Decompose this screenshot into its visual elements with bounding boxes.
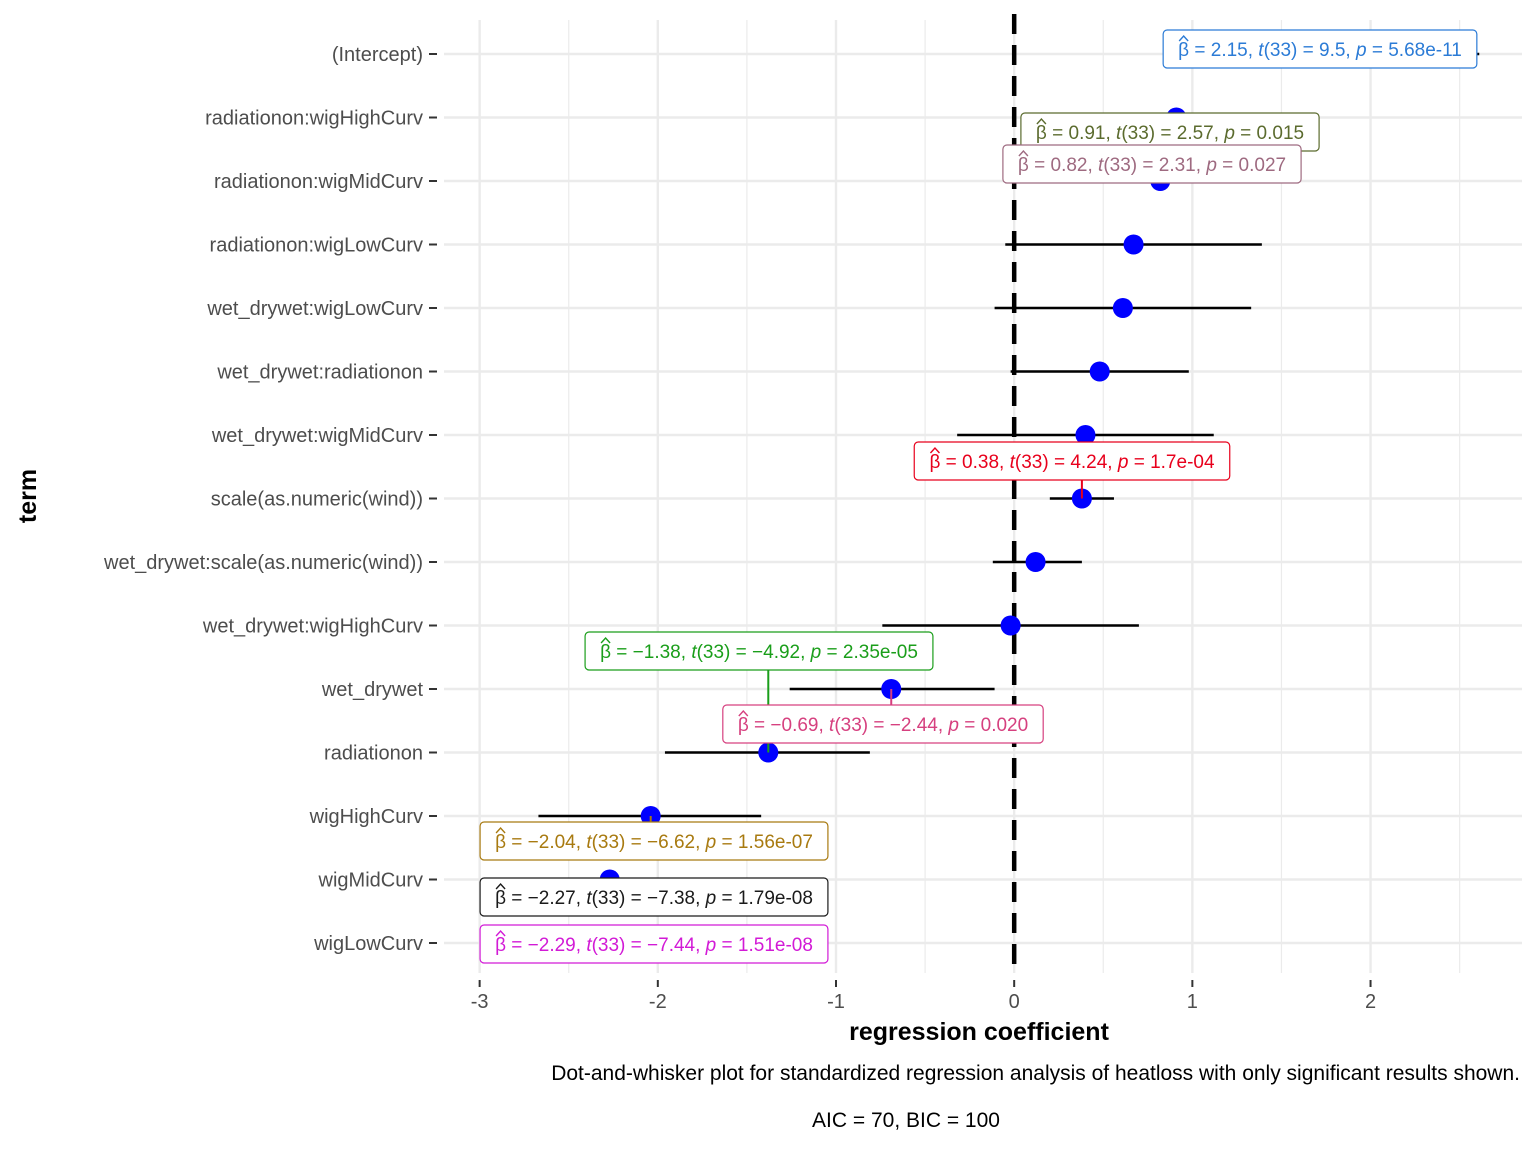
label-box-wiglowcurv: [479, 924, 829, 964]
label-text-wighighcurv: β = −2.04, t(33) = −6.62, p = 1.56e-07: [495, 832, 813, 853]
y-tick-label-wigmidcurv: wigMidCurv: [318, 870, 423, 892]
x-tick-label: 2: [1365, 991, 1376, 1013]
label-wet-drywet: β = −0.69, t(33) = −2.44, p = 0.020: [722, 704, 1044, 744]
label-radiationon-wigmidcurv: β = 0.82, t(33) = 2.31, p = 0.027: [1002, 144, 1302, 184]
label-text-intercept: β = 2.15, t(33) = 9.5, p = 5.68e-11: [1178, 40, 1462, 61]
y-tick-label-wiglowcurv: wigLowCurv: [313, 933, 423, 955]
x-tick-label: 1: [1187, 991, 1198, 1013]
y-tick-label-radiationon-wiglowcurv: radiationon:wigLowCurv: [210, 235, 423, 257]
beta-hat-radiationon: [600, 636, 611, 644]
y-tick-label-wet-drywet: wet_drywet: [321, 679, 424, 701]
axis-layer: (Intercept) radiationon:wigHighCurv radiat…: [103, 44, 1376, 1013]
label-layer: β = 2.15, t(33) = 9.5, p = 5.68e-11 β = 0…: [479, 29, 1478, 964]
point-wet-drywet-scale-as-numeric-wind: [1025, 552, 1046, 572]
y-tick-label-wet-drywet-wighighcurv: wet_drywet:wigHighCurv: [202, 616, 423, 638]
x-tick-label: -2: [649, 991, 667, 1013]
beta-hat-scale-as-numeric-wind: [929, 446, 940, 454]
label-wighighcurv: β = −2.04, t(33) = −6.62, p = 1.56e-07: [479, 821, 829, 861]
label-text-wet-drywet: β = −0.69, t(33) = −2.44, p = 0.020: [738, 715, 1028, 736]
y-tick-label-wet-drywet-wigmidcurv: wet_drywet:wigMidCurv: [211, 425, 423, 447]
label-text-radiationon-wighighcurv: β = 0.91, t(33) = 2.57, p = 0.015: [1036, 123, 1304, 144]
y-tick-label-radiationon: radiationon: [324, 743, 423, 765]
grid-layer: [444, 20, 1522, 973]
point-wet-drywet-radiationon: [1089, 361, 1110, 382]
point-wet-drywet-wiglowcurv: [1112, 298, 1133, 318]
y-axis-title: term: [14, 469, 42, 523]
label-text-scale-as-numeric-wind: β = 0.38, t(33) = 4.24, p = 1.7e-04: [929, 452, 1215, 473]
point-wet-drywet-wigmidcurv: [1075, 425, 1096, 445]
x-axis-title: regression coefficient: [849, 1018, 1109, 1046]
beta-hat-wiglowcurv: [495, 929, 506, 937]
point-radiationon-wiglowcurv: [1123, 234, 1144, 255]
label-text-radiationon-wigmidcurv: β = 0.82, t(33) = 2.31, p = 0.027: [1018, 155, 1286, 176]
beta-hat-wet-drywet: [738, 709, 749, 717]
y-tick-label-wet-drywet-radiationon: wet_drywet:radiationon: [216, 362, 423, 384]
label-wiglowcurv: β = −2.29, t(33) = −7.44, p = 1.51e-08: [479, 924, 829, 964]
x-tick-label: -1: [827, 991, 845, 1013]
label-scale-as-numeric-wind: β = 0.38, t(33) = 4.24, p = 1.7e-04: [913, 441, 1231, 481]
label-intercept: β = 2.15, t(33) = 9.5, p = 5.68e-11: [1162, 29, 1478, 69]
caption-line-1: Dot-and-whisker plot for standardized re…: [551, 1062, 1520, 1085]
point-wet-drywet-wighighcurv: [1000, 615, 1021, 636]
label-box-radiationon-wigmidcurv: [1002, 144, 1302, 184]
label-box-intercept: [1162, 29, 1478, 69]
beta-hat-wigmidcurv: [495, 882, 506, 890]
y-tick-label-radiationon-wigmidcurv: radiationon:wigMidCurv: [214, 171, 423, 193]
label-text-wiglowcurv: β = −2.29, t(33) = −7.44, p = 1.51e-08: [495, 935, 813, 956]
beta-hat-radiationon-wighighcurv: [1036, 117, 1047, 125]
y-tick-label-radiationon-wighighcurv: radiationon:wigHighCurv: [205, 108, 423, 130]
label-text-wigmidcurv: β = −2.27, t(33) = −7.38, p = 1.79e-08: [495, 888, 813, 909]
label-box-scale-as-numeric-wind: [913, 441, 1231, 481]
label-box-wet-drywet: [722, 704, 1044, 744]
label-wigmidcurv: β = −2.27, t(33) = −7.38, p = 1.79e-08: [479, 877, 829, 917]
y-tick-label-wet-drywet-wiglowcurv: wet_drywet:wigLowCurv: [206, 298, 423, 320]
y-tick-label-wet-drywet-scale-as-numeric-wind: wet_drywet:scale(as.numeric(wind)): [103, 552, 423, 574]
y-tick-label-wighighcurv: wigHighCurv: [309, 806, 423, 828]
beta-hat-intercept: [1178, 34, 1189, 42]
label-box-radiationon: [584, 631, 934, 671]
y-tick-label-scale-as-numeric-wind: scale(as.numeric(wind)): [211, 489, 423, 511]
y-tick-label-intercept: (Intercept): [332, 44, 423, 66]
label-box-wighighcurv: [479, 821, 829, 861]
caption-line-2: AIC = 70, BIC = 100: [812, 1109, 1000, 1132]
x-tick-label: 0: [1009, 991, 1020, 1013]
label-radiationon: β = −1.38, t(33) = −4.92, p = 2.35e-05: [584, 631, 934, 671]
label-box-wigmidcurv: [479, 877, 829, 917]
label-text-radiationon: β = −1.38, t(33) = −4.92, p = 2.35e-05: [600, 642, 918, 663]
beta-hat-wighighcurv: [495, 826, 506, 834]
beta-hat-radiationon-wigmidcurv: [1018, 149, 1029, 157]
x-tick-label: -3: [471, 991, 489, 1013]
